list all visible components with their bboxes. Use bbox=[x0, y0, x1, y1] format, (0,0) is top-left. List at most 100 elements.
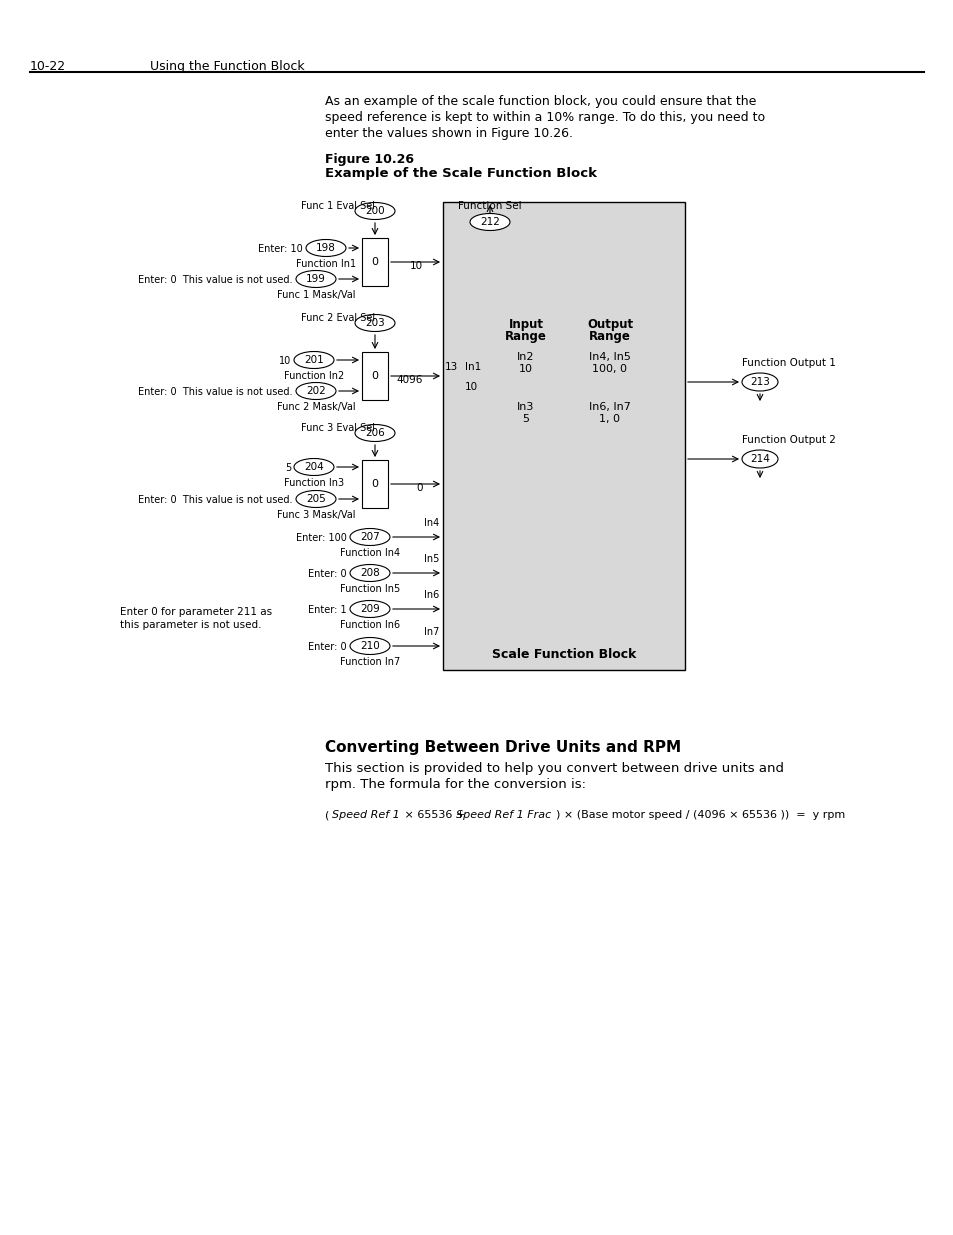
Text: Range: Range bbox=[504, 330, 546, 343]
Text: (: ( bbox=[325, 810, 329, 820]
Text: Function In3: Function In3 bbox=[284, 478, 344, 488]
Text: In4: In4 bbox=[423, 517, 438, 529]
Ellipse shape bbox=[306, 240, 346, 257]
Text: 213: 213 bbox=[749, 377, 769, 387]
Text: Func 1 Mask/Val: Func 1 Mask/Val bbox=[276, 290, 355, 300]
Ellipse shape bbox=[355, 315, 395, 331]
Text: speed reference is kept to within a 10% range. To do this, you need to: speed reference is kept to within a 10% … bbox=[325, 111, 764, 124]
Text: Func 1 Eval Sel: Func 1 Eval Sel bbox=[301, 201, 375, 211]
Text: Func 2 Eval Sel: Func 2 Eval Sel bbox=[300, 312, 375, 324]
Text: 206: 206 bbox=[365, 429, 384, 438]
Text: 214: 214 bbox=[749, 454, 769, 464]
Text: 209: 209 bbox=[359, 604, 379, 614]
Bar bbox=[361, 459, 388, 508]
Text: In7: In7 bbox=[423, 627, 438, 637]
Text: Function In2: Function In2 bbox=[284, 370, 344, 382]
Text: In1: In1 bbox=[464, 362, 480, 372]
Text: Function In1: Function In1 bbox=[295, 259, 355, 269]
Text: 5: 5 bbox=[522, 414, 529, 424]
Text: 0: 0 bbox=[371, 257, 378, 267]
Text: 5: 5 bbox=[284, 463, 291, 473]
Text: Scale Function Block: Scale Function Block bbox=[492, 648, 636, 661]
Text: 1, 0: 1, 0 bbox=[598, 414, 619, 424]
Text: Function In6: Function In6 bbox=[339, 620, 399, 630]
Ellipse shape bbox=[295, 270, 335, 288]
Text: Speed Ref 1: Speed Ref 1 bbox=[332, 810, 399, 820]
Text: Input: Input bbox=[508, 317, 543, 331]
Text: Enter 0 for parameter 211 as: Enter 0 for parameter 211 as bbox=[120, 606, 272, 618]
Text: Function In7: Function In7 bbox=[339, 657, 399, 667]
Ellipse shape bbox=[350, 600, 390, 618]
Ellipse shape bbox=[294, 352, 334, 368]
Text: Converting Between Drive Units and RPM: Converting Between Drive Units and RPM bbox=[325, 740, 680, 755]
Text: Enter: 100: Enter: 100 bbox=[295, 534, 347, 543]
Text: 0: 0 bbox=[416, 483, 422, 493]
Text: 210: 210 bbox=[359, 641, 379, 651]
Text: As an example of the scale function block, you could ensure that the: As an example of the scale function bloc… bbox=[325, 95, 756, 107]
Ellipse shape bbox=[350, 564, 390, 582]
Text: 208: 208 bbox=[359, 568, 379, 578]
Ellipse shape bbox=[741, 373, 778, 391]
Text: Function Sel: Function Sel bbox=[457, 201, 521, 211]
Text: Output: Output bbox=[586, 317, 633, 331]
Text: ) × (Base motor speed / (4096 × 65536 ))  =  y rpm: ) × (Base motor speed / (4096 × 65536 ))… bbox=[556, 810, 844, 820]
Text: Func 3 Eval Sel: Func 3 Eval Sel bbox=[301, 424, 375, 433]
Text: In4, In5: In4, In5 bbox=[588, 352, 630, 362]
Text: Func 2 Mask/Val: Func 2 Mask/Val bbox=[276, 403, 355, 412]
Text: In3: In3 bbox=[517, 403, 534, 412]
Text: 10: 10 bbox=[410, 261, 422, 270]
Text: 0: 0 bbox=[371, 479, 378, 489]
Text: In2: In2 bbox=[517, 352, 535, 362]
Text: Enter: 0  This value is not used.: Enter: 0 This value is not used. bbox=[138, 387, 293, 396]
Text: 202: 202 bbox=[306, 387, 326, 396]
Ellipse shape bbox=[350, 529, 390, 546]
Text: Function In5: Function In5 bbox=[339, 584, 399, 594]
Text: In6: In6 bbox=[423, 590, 438, 600]
Text: Enter: 0  This value is not used.: Enter: 0 This value is not used. bbox=[138, 275, 293, 285]
Text: 205: 205 bbox=[306, 494, 326, 504]
Text: 198: 198 bbox=[315, 243, 335, 253]
Text: Range: Range bbox=[588, 330, 630, 343]
Text: 201: 201 bbox=[304, 354, 323, 366]
Text: Function In4: Function In4 bbox=[339, 548, 399, 558]
Text: 10-22: 10-22 bbox=[30, 61, 66, 73]
Text: Function Output 2: Function Output 2 bbox=[741, 435, 835, 445]
Text: 199: 199 bbox=[306, 274, 326, 284]
Text: 204: 204 bbox=[304, 462, 323, 472]
Text: Example of the Scale Function Block: Example of the Scale Function Block bbox=[325, 167, 597, 180]
Text: In5: In5 bbox=[423, 555, 438, 564]
Text: 207: 207 bbox=[359, 532, 379, 542]
Text: Enter: 1: Enter: 1 bbox=[308, 605, 347, 615]
Text: 100, 0: 100, 0 bbox=[592, 364, 627, 374]
Text: 10: 10 bbox=[518, 364, 533, 374]
Text: Using the Function Block: Using the Function Block bbox=[150, 61, 304, 73]
Ellipse shape bbox=[355, 425, 395, 441]
Text: 212: 212 bbox=[479, 217, 499, 227]
Bar bbox=[361, 238, 388, 287]
Text: 200: 200 bbox=[365, 206, 384, 216]
Text: 4096: 4096 bbox=[396, 375, 422, 385]
Text: This section is provided to help you convert between drive units and: This section is provided to help you con… bbox=[325, 762, 783, 776]
Text: Enter: 0  This value is not used.: Enter: 0 This value is not used. bbox=[138, 495, 293, 505]
Ellipse shape bbox=[294, 458, 334, 475]
Ellipse shape bbox=[355, 203, 395, 220]
Text: enter the values shown in Figure 10.26.: enter the values shown in Figure 10.26. bbox=[325, 127, 573, 140]
Text: Enter: 10: Enter: 10 bbox=[258, 245, 303, 254]
Text: × 65536 +: × 65536 + bbox=[400, 810, 468, 820]
Ellipse shape bbox=[741, 450, 778, 468]
Bar bbox=[361, 352, 388, 400]
Text: Enter: 0: Enter: 0 bbox=[308, 642, 347, 652]
Text: 203: 203 bbox=[365, 317, 384, 329]
Ellipse shape bbox=[470, 214, 510, 231]
Text: Func 3 Mask/Val: Func 3 Mask/Val bbox=[276, 510, 355, 520]
Ellipse shape bbox=[295, 383, 335, 399]
Text: Figure 10.26: Figure 10.26 bbox=[325, 153, 414, 165]
Text: rpm. The formula for the conversion is:: rpm. The formula for the conversion is: bbox=[325, 778, 585, 790]
Text: In6, In7: In6, In7 bbox=[588, 403, 630, 412]
Ellipse shape bbox=[295, 490, 335, 508]
Text: this parameter is not used.: this parameter is not used. bbox=[120, 620, 261, 630]
Text: 13: 13 bbox=[444, 362, 457, 372]
Bar bbox=[442, 203, 684, 671]
Text: 10: 10 bbox=[464, 382, 477, 391]
Text: Enter: 0: Enter: 0 bbox=[308, 569, 347, 579]
